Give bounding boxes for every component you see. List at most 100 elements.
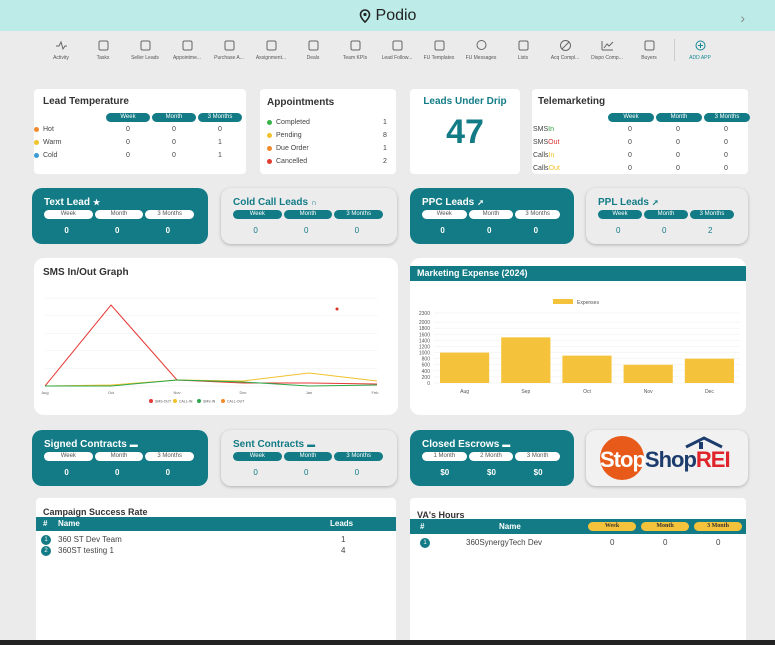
tm-value: 0 [676, 165, 680, 172]
appointments-card: Appointments Completed 1 Pending 8 Due Order… [260, 89, 396, 174]
podio-logo-icon [359, 8, 371, 23]
legend-dot [149, 399, 153, 403]
nav-item-tasks[interactable]: Tasks [82, 39, 124, 61]
tm-label: SMSOut [533, 139, 560, 146]
appt-label: Due Order [276, 145, 309, 152]
logo-text: StopShopREI [600, 447, 731, 472]
temp-value: 1 [218, 139, 222, 146]
telemarketing-card: Telemarketing Week Month 3 Months SMSIn 0 0 0 S… [532, 89, 750, 174]
period-value: 0 [115, 226, 120, 235]
period-label: Month [283, 452, 333, 461]
data-point [335, 307, 339, 311]
nav-item-add[interactable]: ADD APP [679, 39, 721, 61]
appt-label: Completed [276, 119, 310, 126]
nav-item-leads[interactable]: Seller Leads [124, 39, 166, 61]
card-title: Lead Temperature [43, 96, 129, 107]
cold_call-card[interactable]: Cold Call Leads ∩ Week Month 3 Months 0 0 0 [221, 188, 397, 244]
nav-item-buyers[interactable]: Buyers [628, 39, 670, 61]
nav-item-follow[interactable]: Lead Follow... [376, 39, 418, 61]
campaign-name: 360 ST Dev Team [58, 535, 122, 544]
card-title: Sent Contracts ▬ [233, 439, 316, 450]
period-value: 0 [253, 468, 258, 477]
nav-item-templates[interactable]: FU Templates [418, 39, 460, 61]
cursor-icon: ➚ [477, 198, 484, 207]
period-label: 3 Months [145, 452, 194, 461]
card-title: Appointments [267, 97, 335, 108]
col-header: 3 Month [694, 522, 742, 531]
star-icon: ★ [92, 198, 101, 207]
appt-label: Pending [276, 132, 302, 139]
nav-item-acq[interactable]: Acq Compl... [544, 39, 586, 61]
legend-swatch [553, 299, 573, 304]
period-value: 0 [253, 226, 258, 235]
app-nav: Activity Tasks Seller Leads Appointme... Pur… [0, 31, 775, 69]
card-title: Signed Contracts ▬ [44, 439, 138, 450]
nav-item-calendar[interactable]: Appointme... [166, 39, 208, 61]
y-tick-label: 800 [422, 357, 431, 363]
period-value: 0 [304, 226, 309, 235]
period-label: Month [94, 210, 144, 219]
sent-card[interactable]: Sent Contracts ▬ Week Month 3 Months 0 0 0 [221, 430, 397, 486]
nav-label: Purchase A... [214, 55, 244, 61]
tm-value: 0 [676, 152, 680, 159]
bar [440, 352, 490, 383]
y-tick-label: 2300 [419, 311, 430, 317]
appt-value: 2 [383, 158, 387, 165]
buyers-icon [644, 40, 654, 51]
period-value: 0 [165, 226, 171, 235]
period-label: 3 Months [515, 210, 560, 219]
campaign-leads: 1 [341, 535, 346, 544]
x-tick-label: Jan [306, 390, 312, 395]
ppc-card[interactable]: PPC Leads ➚ Week Month 3 Months 0 0 0 [410, 188, 574, 244]
doc-icon [266, 40, 276, 51]
ppl-card[interactable]: PPL Leads ➚ Week Month 3 Months 0 0 2 [586, 188, 748, 244]
nav-item-kpi[interactable]: Team KPIs [334, 39, 376, 61]
tm-value: 0 [628, 139, 632, 146]
col-header: Month [656, 113, 702, 122]
period-value: 0 [662, 226, 667, 235]
period-value: 0 [165, 468, 171, 477]
nav-label: Dispo Comp... [591, 55, 623, 61]
period-label: 1 Month [422, 452, 467, 461]
nav-item-deals[interactable]: Deals [292, 39, 334, 61]
tm-value: 0 [628, 165, 632, 172]
nav-item-doc[interactable]: Assignment... [250, 39, 292, 61]
escrow-card[interactable]: Closed Escrows ▬ 1 Month 2 Month 3 Month $0 $0… [410, 430, 574, 486]
period-value: 0 [616, 226, 621, 235]
nav-item-activity[interactable]: Activity [40, 39, 82, 61]
col-header: 3 Months [704, 113, 750, 122]
nav-item-messages[interactable]: FU Messages [460, 39, 502, 61]
campaign-card: Campaign Success Rate # Name Leads 1 360 … [36, 498, 396, 643]
nav-item-lists[interactable]: Lists [502, 39, 544, 61]
nav-item-purchase[interactable]: Purchase A... [208, 39, 250, 61]
period-label: Week [422, 210, 467, 219]
tm-value: 0 [628, 126, 632, 133]
period-label: Week [233, 452, 282, 461]
temp-value: 0 [126, 126, 130, 133]
nav-item-dispo[interactable]: Dispo Comp... [586, 39, 628, 61]
appt-label: Cancelled [276, 158, 308, 165]
x-tick-label: Aug [460, 389, 469, 395]
period-value: 0 [354, 468, 360, 477]
va-hours: 0 [610, 538, 615, 547]
marketing-card: Marketing Expense (2024) Expenses 2300 200… [410, 258, 746, 415]
bar [562, 355, 612, 383]
tm-label: CallsIn [533, 152, 555, 159]
period-label: 3 Months [334, 210, 383, 219]
sms-graph-card: SMS In/Out Graph Aug Oct Nov Dec Jan Feb SMS-O… [34, 258, 398, 415]
text_lead-card[interactable]: Text Lead ★ Week Month 3 Months 0 0 0 [32, 188, 208, 244]
legend-label: SMS-OUT [155, 400, 172, 404]
period-label: Week [44, 210, 93, 219]
period-value: $0 [440, 468, 450, 477]
tm-value: 0 [676, 139, 680, 146]
period-label: Month [468, 210, 514, 219]
add-icon [695, 40, 705, 51]
cursor-icon: ➚ [651, 198, 659, 207]
chevron-right-icon[interactable]: › [740, 10, 745, 26]
lead-temperature-card: Lead Temperature Week Month 3 Months Hot 0 0 0… [34, 89, 246, 174]
taskbar [0, 640, 775, 645]
series-line [45, 379, 378, 387]
nav-label: Team KPIs [342, 55, 368, 61]
temp-value: 0 [172, 139, 176, 146]
signed-card[interactable]: Signed Contracts ▬ Week Month 3 Months 0 0 0 [32, 430, 208, 486]
